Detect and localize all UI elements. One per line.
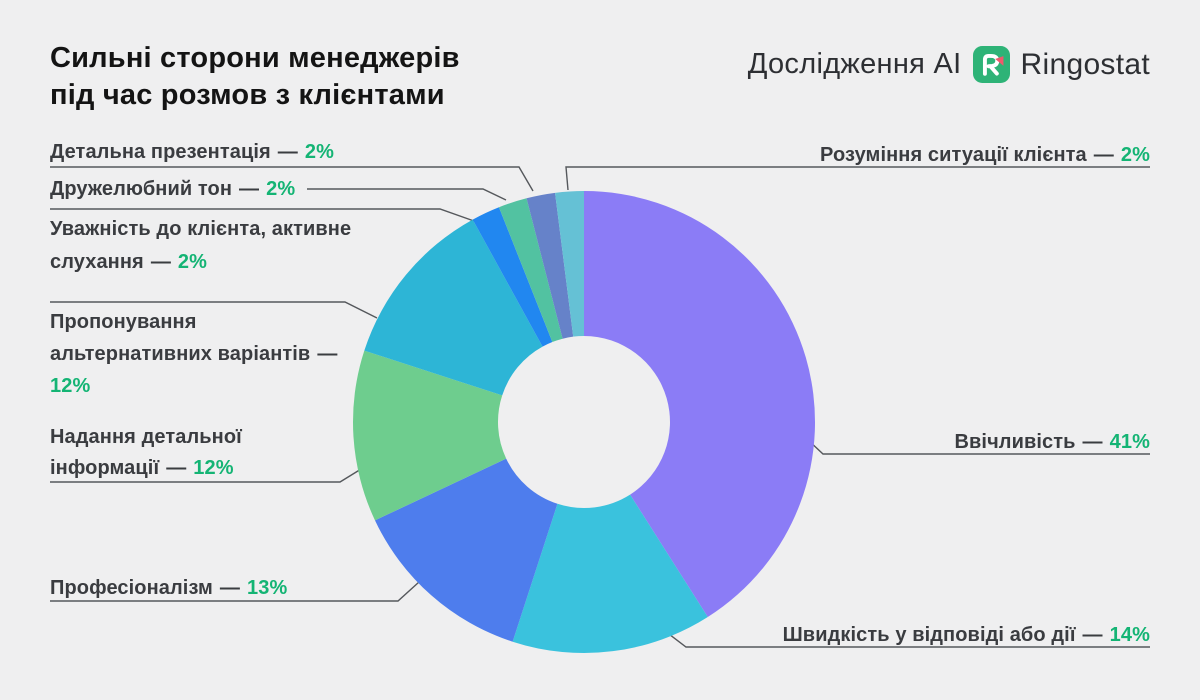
callout-percent: 2% <box>304 141 334 163</box>
callout-profesionalizm: Професіоналізм — 13% <box>50 572 287 605</box>
callout-nadannia-informatsii: Надання детальної інформації — 12% <box>50 422 280 484</box>
callout-detalna-prezentatsiia: Детальна презентація — 2% <box>50 136 334 169</box>
page-title-line2: під час розмов з клієнтами <box>50 79 445 111</box>
callout-uvazhnist-do-kliienta: Уважність до клієнта, активне слухання — 2… <box>50 213 395 279</box>
callout-percent: 14% <box>1109 624 1150 646</box>
dash: — <box>317 343 338 365</box>
leader-line <box>50 301 378 319</box>
ringostat-logo-icon <box>972 46 1010 83</box>
callout-druzheliubnyi-ton: Дружелюбний тон — 2% <box>50 173 295 206</box>
pie-segment-6 <box>498 198 563 343</box>
pie-segment-1 <box>512 494 708 653</box>
callout-percent: 2% <box>266 178 296 200</box>
dash: — <box>1093 144 1114 166</box>
callout-percent: 41% <box>1109 431 1150 453</box>
pie-segment-0 <box>584 191 816 618</box>
header-brand: Дослідження AI Ringostat <box>748 46 1150 83</box>
dash: — <box>239 178 260 200</box>
brand-name: Ringostat <box>1020 47 1150 81</box>
callout-label: Дружелюбний тон <box>50 178 233 200</box>
callout-label: Детальна презентація <box>50 141 271 163</box>
leader-line <box>50 166 534 192</box>
leader-line <box>565 166 1150 191</box>
leader-line <box>50 208 475 222</box>
research-label: Дослідження AI <box>747 48 962 80</box>
callout-label: Професіоналізм <box>50 577 213 599</box>
page-title: Сильні сторони менеджерів під час розмов… <box>50 40 460 114</box>
leader-line <box>307 188 507 201</box>
pie-segment-2 <box>374 458 558 642</box>
pie-segment-4 <box>364 219 543 396</box>
callout-percent: 12% <box>50 375 91 397</box>
dash: — <box>277 141 298 163</box>
dash: — <box>150 251 171 273</box>
dash: — <box>166 457 187 479</box>
callout-label: Пропонування альтернативних варіантів <box>50 311 311 365</box>
callout-label: Надання детальної інформації <box>50 426 242 479</box>
callout-rozuminnia-sytuatsii: Розуміння ситуації клієнта — 2% <box>820 139 1150 172</box>
pie-segment-8 <box>555 191 584 337</box>
callout-label: Розуміння ситуації клієнта <box>820 144 1087 166</box>
callout-label: Уважність до клієнта, активне слухання <box>50 218 352 273</box>
callout-label: Ввічливість <box>954 431 1076 453</box>
callout-shvydkist: Швидкість у відповіді або дії — 14% <box>783 619 1150 652</box>
callout-percent: 12% <box>193 457 234 479</box>
dash: — <box>1082 431 1103 453</box>
callout-percent: 13% <box>247 577 288 599</box>
pie-segment-7 <box>526 192 574 339</box>
dash: — <box>1082 624 1103 646</box>
callout-proponuvannia-alternatyv: Пропонування альтернативних варіантів — 12… <box>50 306 350 402</box>
callout-percent: 2% <box>177 251 208 273</box>
page-title-line1: Сильні сторони менеджерів <box>50 42 460 74</box>
dash: — <box>219 577 241 599</box>
pie-segment-5 <box>472 207 553 347</box>
leader-line <box>50 581 420 602</box>
callout-percent: 2% <box>1120 144 1150 166</box>
callout-label: Швидкість у відповіді або дії <box>782 624 1076 646</box>
callout-vvichlyvist: Ввічливість — 41% <box>954 426 1150 459</box>
pie-segment-3 <box>352 350 507 521</box>
